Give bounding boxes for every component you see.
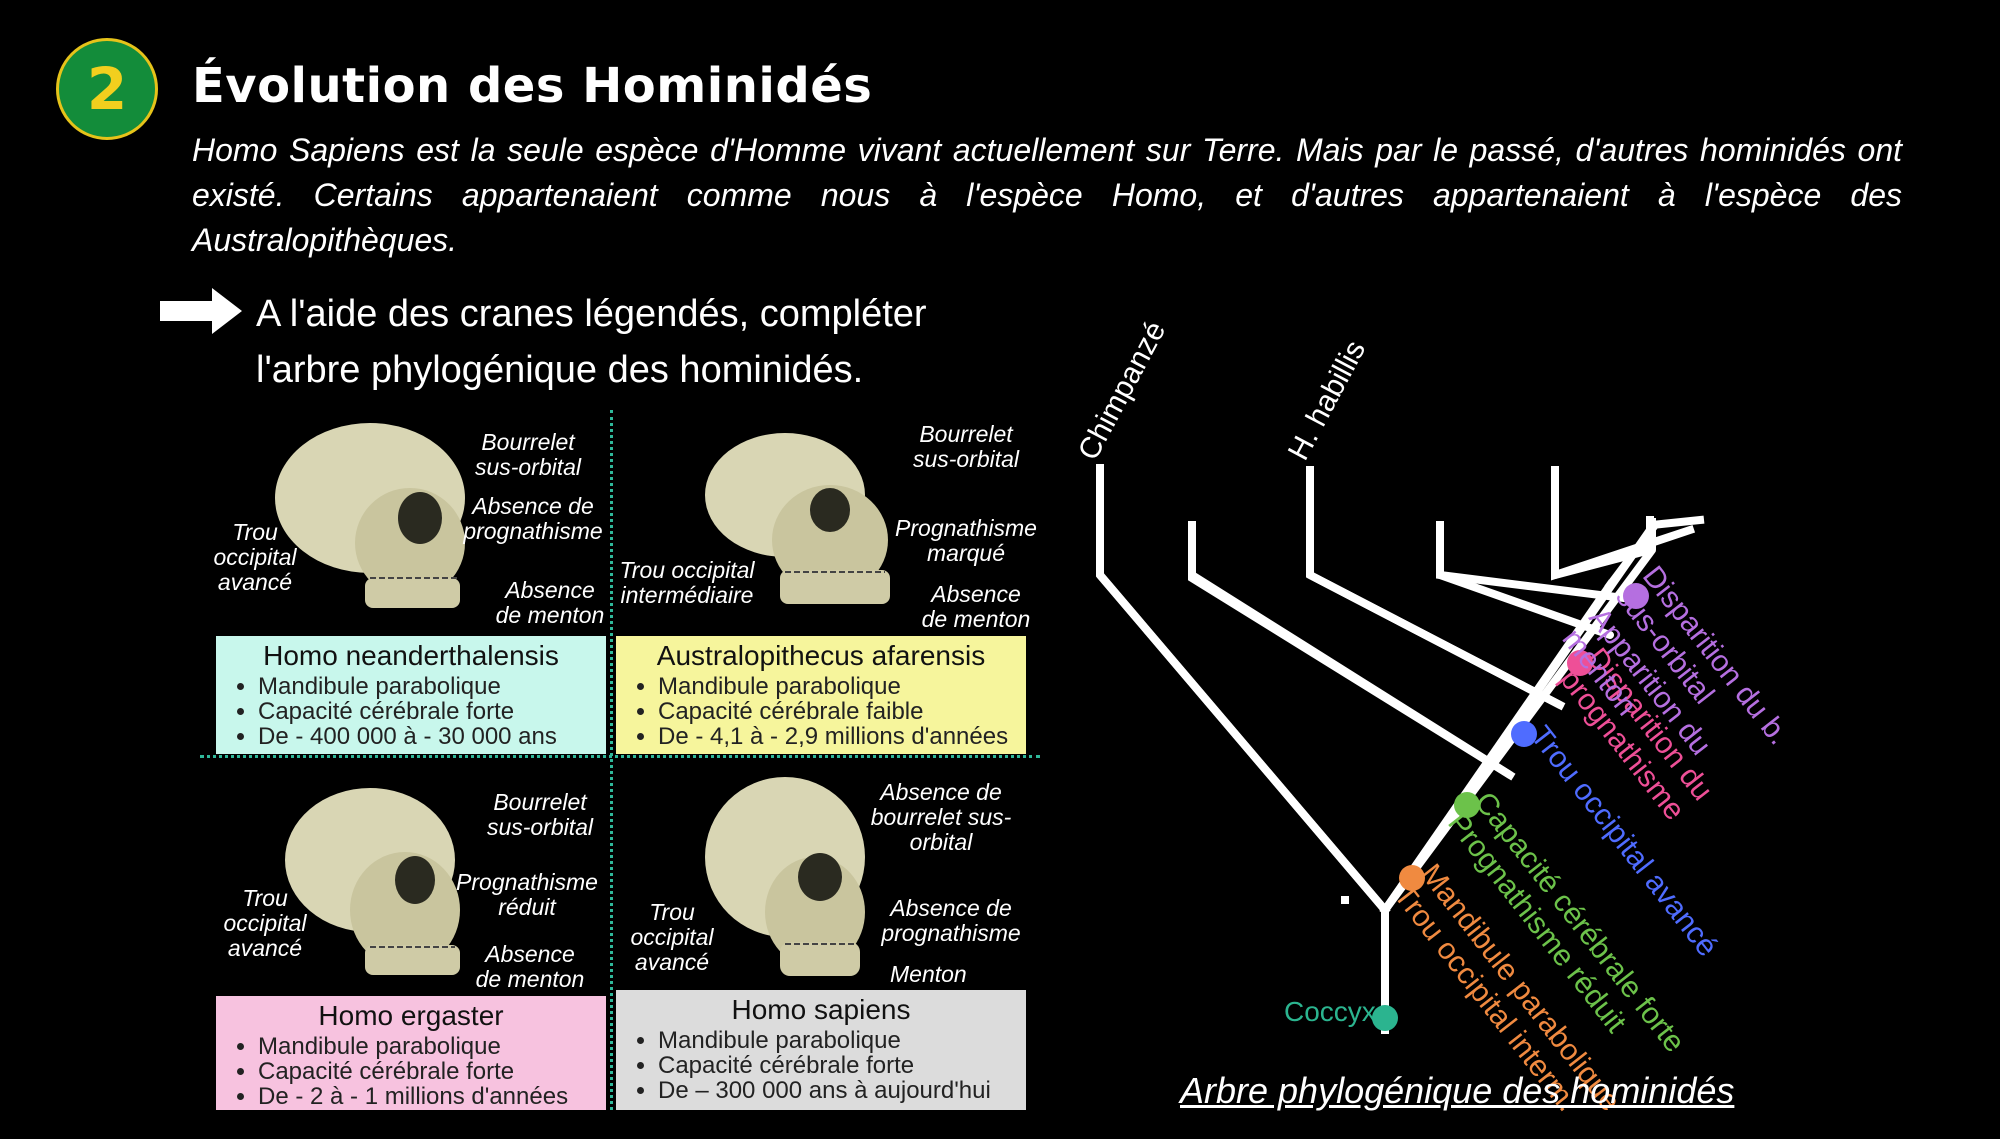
- trait-item: De – 300 000 ans à aujourd'hui: [658, 1078, 1026, 1103]
- node-char-5: [1623, 583, 1649, 609]
- label-trou-occipital: Trou occipital avancé: [223, 885, 307, 961]
- instruction-line-1: A l'aide des cranes légendés, compléter: [256, 293, 927, 335]
- species-box: Australopithecus afarensis Mandibule par…: [616, 636, 1026, 754]
- label-prognathisme: Prognathisme marqué: [895, 515, 1037, 566]
- instruction-text: A l'aide des cranes légendés, compléter …: [256, 286, 927, 398]
- skull-ergaster-icon: [285, 788, 460, 975]
- trait-item: De - 400 000 à - 30 000 ans: [258, 724, 606, 749]
- node-char-4: [1567, 650, 1593, 676]
- trait-item: Mandibule parabolique: [658, 1028, 1026, 1053]
- label-menton: Absence de menton: [921, 581, 1031, 632]
- trait-item: Capacité cérébrale forte: [258, 1059, 606, 1084]
- species-box: Homo sapiens Mandibule parabolique Capac…: [616, 990, 1026, 1110]
- trait-item: Mandibule parabolique: [258, 1034, 606, 1059]
- right-arrow-icon: [160, 288, 242, 334]
- skull-grid: Bourrelet sus-orbital Absence de prognat…: [200, 410, 1040, 1110]
- species-name: Homo neanderthalensis: [263, 640, 559, 671]
- page-title: Évolution des Hominidés: [192, 58, 873, 114]
- trait-list: Mandibule parabolique Capacité cérébrale…: [616, 674, 1026, 749]
- label-trou-occipital: Trou occipital intermédiaire: [619, 557, 755, 608]
- instruction-line-2: l'arbre phylogénique des hominidés.: [256, 349, 864, 391]
- label-trou-occipital: Trou occipital avancé: [630, 899, 714, 975]
- trait-item: Capacité cérébrale forte: [658, 1053, 1026, 1078]
- label-bourrelet: Absence de bourrelet sus-orbital: [870, 779, 1012, 855]
- trait-item: Capacité cérébrale faible: [658, 699, 1026, 724]
- label-bourrelet: Bourrelet sus-orbital: [486, 789, 594, 840]
- grid-divider-vertical: [610, 410, 613, 1110]
- skull-neanderthal-icon: [275, 423, 465, 608]
- node-char-3: [1511, 721, 1537, 747]
- node-coccyx: [1372, 1005, 1398, 1031]
- node-char-2: [1454, 792, 1480, 818]
- label-menton: Absence de menton: [495, 577, 605, 628]
- node-char-1: [1399, 865, 1425, 891]
- trait-item: Mandibule parabolique: [258, 674, 606, 699]
- trait-list: Mandibule parabolique Capacité cérébrale…: [216, 674, 606, 749]
- label-prognathisme: Absence de prognathisme: [881, 895, 1021, 946]
- species-name: Homo sapiens: [731, 994, 911, 1025]
- skull-sapiens-icon: [705, 777, 865, 976]
- trait-list: Mandibule parabolique Capacité cérébrale…: [616, 1028, 1026, 1103]
- grid-divider-horizontal: [200, 755, 1040, 758]
- intro-paragraph: Homo Sapiens est la seule espèce d'Homme…: [192, 132, 1902, 258]
- species-box: Homo ergaster Mandibule parabolique Capa…: [216, 996, 606, 1110]
- label-menton: Absence de menton: [475, 941, 585, 992]
- skull-australopithecus-icon: [705, 433, 890, 604]
- tree-overlay: [1096, 464, 1656, 1034]
- species-box: Homo neanderthalensis Mandibule paraboli…: [216, 636, 606, 754]
- trait-item: De - 2 à - 1 millions d'années: [258, 1084, 606, 1109]
- label-menton: Menton: [890, 961, 967, 987]
- trait-item: De - 4,1 à - 2,9 millions d'années: [658, 724, 1026, 749]
- label-bourrelet: Bourrelet sus-orbital: [912, 421, 1020, 472]
- trait-item: Mandibule parabolique: [658, 674, 1026, 699]
- species-name: Homo ergaster: [318, 1000, 504, 1031]
- section-number-badge: 2: [56, 38, 158, 140]
- root-label-coccyx: Coccyx: [1284, 996, 1376, 1027]
- label-prognathisme: Absence de prognathisme: [463, 493, 603, 544]
- trait-list: Mandibule parabolique Capacité cérébrale…: [216, 1034, 606, 1109]
- tree-caption: Arbre phylogénique des hominidés: [1180, 1070, 1735, 1111]
- label-trou-occipital: Trou occipital avancé: [213, 519, 297, 595]
- species-name: Australopithecus afarensis: [656, 640, 986, 671]
- trait-item: Capacité cérébrale forte: [258, 699, 606, 724]
- label-bourrelet: Bourrelet sus-orbital: [474, 429, 582, 480]
- label-prognathisme: Prognathisme réduit: [456, 869, 598, 920]
